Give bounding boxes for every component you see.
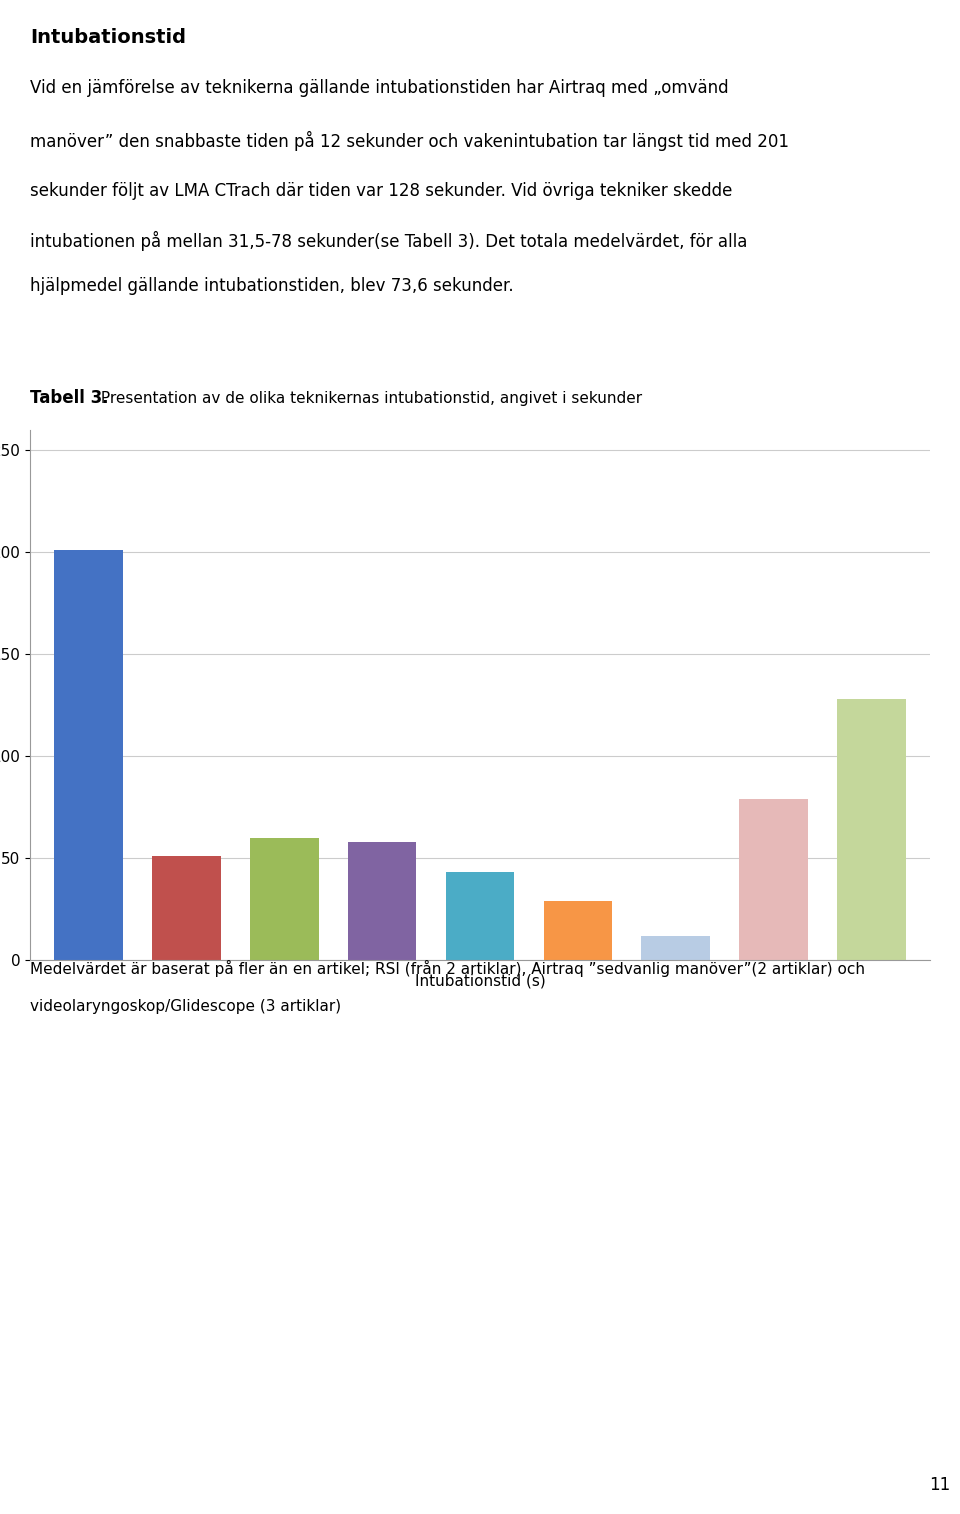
Text: Medelvärdet är baserat på fler än en artikel; RSI (från 2 artiklar), Airtraq ”se: Medelvärdet är baserat på fler än en art… — [30, 960, 865, 977]
Bar — [543, 901, 612, 960]
Text: Tabell 3.: Tabell 3. — [30, 389, 108, 407]
Text: manöver” den snabbaste tiden på 12 sekunder och vakenintubation tar längst tid m: manöver” den snabbaste tiden på 12 sekun… — [30, 130, 789, 151]
Text: Vid en jämförelse av teknikerna gällande intubationstiden har Airtraq med „omvän: Vid en jämförelse av teknikerna gällande… — [30, 79, 729, 97]
Bar — [348, 842, 417, 960]
Bar — [739, 799, 807, 960]
Bar — [55, 550, 123, 960]
Text: sekunder följt av LMA CTrach där tiden var 128 sekunder. Vid övriga tekniker ske: sekunder följt av LMA CTrach där tiden v… — [30, 182, 732, 200]
Text: Intubationstid: Intubationstid — [30, 27, 186, 47]
Text: intubationen på mellan 31,5-78 sekunder(se Tabell 3). Det totala medelvärdet, fö: intubationen på mellan 31,5-78 sekunder(… — [30, 232, 748, 251]
Bar — [251, 837, 319, 960]
Bar — [641, 936, 709, 960]
Bar — [445, 872, 515, 960]
Bar — [837, 699, 905, 960]
Text: hjälpmedel gällande intubationstiden, blev 73,6 sekunder.: hjälpmedel gällande intubationstiden, bl… — [30, 277, 514, 295]
Text: 11: 11 — [928, 1476, 950, 1494]
X-axis label: Intubationstid (s): Intubationstid (s) — [415, 974, 545, 989]
Text: videolaryngoskop/Glidescope (3 artiklar): videolaryngoskop/Glidescope (3 artiklar) — [30, 999, 341, 1014]
Bar — [153, 855, 221, 960]
Text: Presentation av de olika teknikernas intubationstid, angivet i sekunder: Presentation av de olika teknikernas int… — [96, 391, 642, 406]
